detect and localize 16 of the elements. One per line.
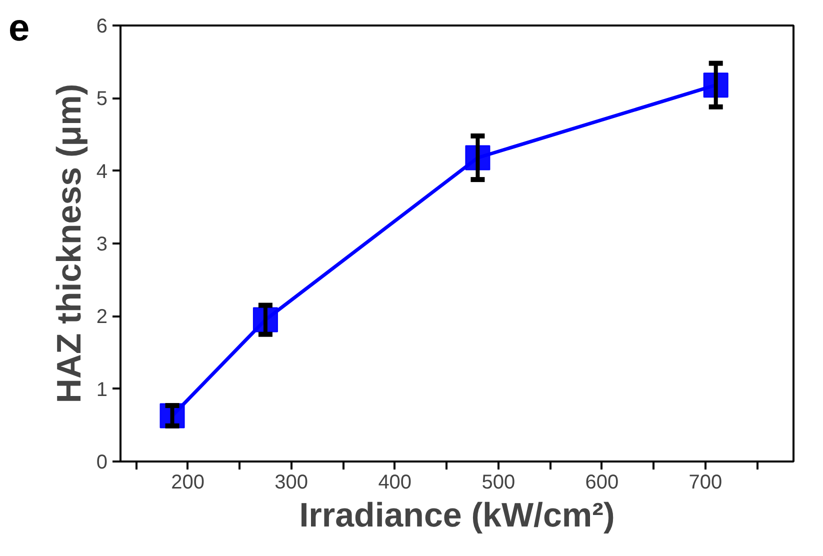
x-tick-label: 400 [378, 472, 412, 494]
y-tick-label: 1 [96, 378, 108, 401]
x-tick-label: 600 [585, 472, 619, 494]
x-tick-label: 200 [171, 472, 204, 494]
x-tick-label: 700 [688, 472, 722, 494]
x-tick-label: 300 [274, 472, 308, 494]
y-axis-title: HAZ thickness (μm) [50, 84, 88, 404]
y-tick-label: 3 [96, 234, 108, 256]
y-tick-label: 6 [96, 16, 108, 38]
y-tick-label: 2 [96, 306, 108, 328]
x-axis-title: Irradiance (kW/cm²) [299, 496, 615, 534]
y-tick-label: 0 [96, 452, 108, 474]
y-tick-label: 4 [96, 160, 108, 183]
text: e [8, 8, 30, 50]
y-tick-label: 5 [96, 88, 108, 110]
x-tick-label: 500 [482, 472, 516, 494]
